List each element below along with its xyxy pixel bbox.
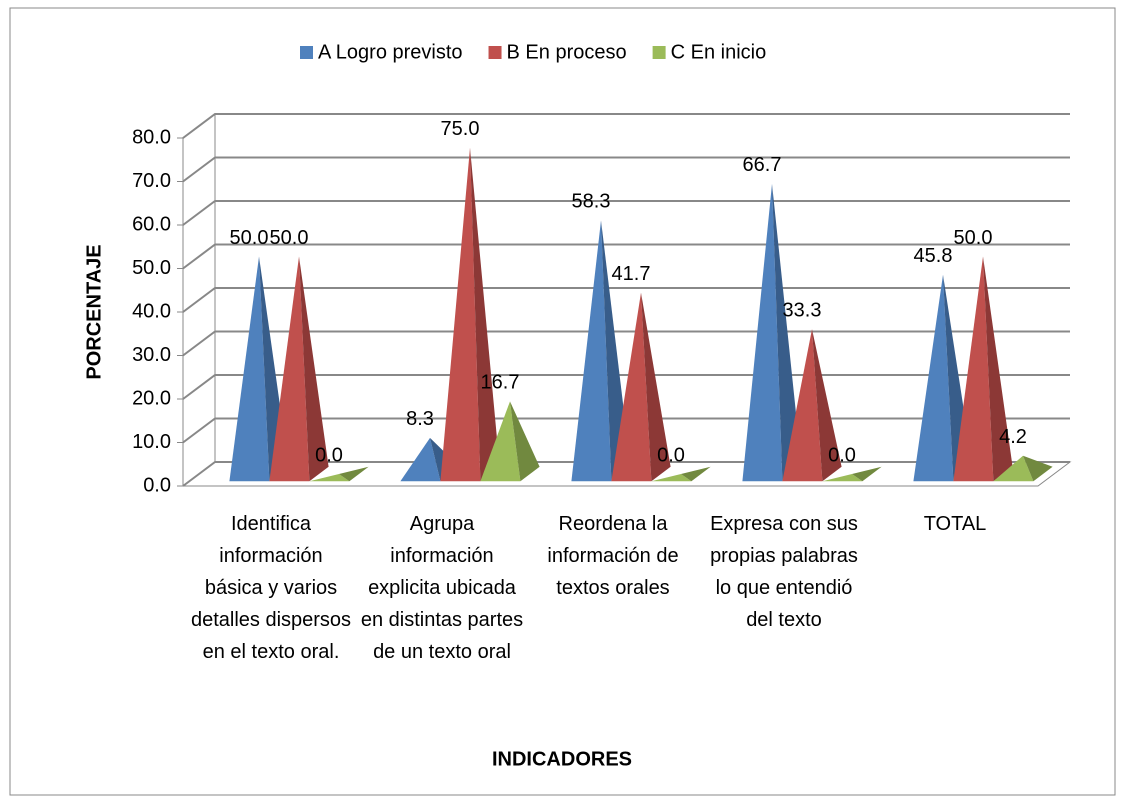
y-tick-label: 60.0 bbox=[132, 213, 171, 235]
pyramid-front bbox=[913, 274, 954, 482]
y-tick-label: 80.0 bbox=[132, 126, 171, 148]
pyramid bbox=[611, 292, 671, 482]
legend-swatch bbox=[652, 46, 666, 59]
pyramid-front bbox=[309, 474, 350, 482]
y-tick-label: 20.0 bbox=[132, 387, 171, 409]
legend-label: B En proceso bbox=[507, 41, 627, 63]
pyramid-front bbox=[440, 147, 481, 482]
pyramid-front bbox=[229, 256, 270, 482]
y-axis-title: PORCENTAJE bbox=[83, 244, 105, 379]
grid-line bbox=[182, 287, 1070, 313]
legend-swatch bbox=[300, 46, 313, 59]
grid-line bbox=[182, 113, 1070, 139]
value-label: 45.8 bbox=[914, 245, 953, 267]
pyramid bbox=[440, 147, 500, 482]
value-label: 50.0 bbox=[270, 227, 309, 249]
pyramid-front bbox=[953, 256, 994, 482]
pyramid-side bbox=[852, 466, 882, 482]
pyramid-side bbox=[641, 292, 671, 482]
pyramid bbox=[651, 466, 711, 482]
value-label: 66.7 bbox=[743, 154, 782, 176]
y-tick-label: 30.0 bbox=[132, 344, 171, 366]
x-tick-label: Reordena la información de textos orales bbox=[547, 513, 679, 599]
y-tick-label: 40.0 bbox=[132, 300, 171, 322]
y-tick-label: 70.0 bbox=[132, 170, 171, 192]
pyramid bbox=[269, 256, 329, 482]
y-tick-label: 50.0 bbox=[132, 257, 171, 279]
x-tick-label: Agrupa información explicita ubicada en … bbox=[360, 513, 524, 663]
value-label: 8.3 bbox=[406, 408, 434, 430]
x-tick-label: Identifica información básica y varios d… bbox=[190, 513, 352, 663]
legend-label: A Logro previsto bbox=[318, 41, 463, 63]
grid-line bbox=[182, 200, 1070, 226]
value-label: 16.7 bbox=[481, 372, 520, 394]
value-label: 0.0 bbox=[828, 444, 856, 466]
y-tick-label: 10.0 bbox=[132, 431, 171, 453]
legend-label: C En inicio bbox=[671, 41, 767, 63]
grid-line bbox=[182, 156, 1070, 183]
pyramid bbox=[822, 466, 882, 482]
pyramid bbox=[742, 183, 802, 482]
x-axis-title: INDICADORES bbox=[492, 748, 632, 770]
pyramid-front bbox=[782, 329, 823, 482]
pyramid-front bbox=[400, 437, 441, 482]
pyramid bbox=[782, 329, 842, 482]
pyramid-front bbox=[651, 474, 692, 482]
value-label: 50.0 bbox=[954, 227, 993, 249]
legend-swatch bbox=[488, 46, 502, 59]
value-label: 4.2 bbox=[999, 426, 1027, 448]
pyramid-side bbox=[299, 256, 329, 482]
pyramid-front bbox=[571, 220, 612, 482]
pyramid-side bbox=[772, 183, 802, 482]
value-label: 75.0 bbox=[441, 118, 480, 140]
pyramid-side bbox=[339, 466, 369, 482]
pyramid bbox=[993, 455, 1053, 482]
value-label: 33.3 bbox=[783, 299, 822, 321]
value-label: 41.7 bbox=[612, 263, 651, 285]
pyramid-side bbox=[681, 466, 711, 482]
pyramid-side bbox=[983, 256, 1013, 482]
pyramid bbox=[309, 466, 369, 482]
grid-line bbox=[182, 243, 1070, 270]
pyramid-front bbox=[480, 401, 521, 482]
pyramid-front bbox=[993, 455, 1034, 482]
pyramid bbox=[480, 401, 540, 482]
value-label: 0.0 bbox=[657, 444, 685, 466]
y-tick-label: 0.0 bbox=[143, 474, 171, 496]
pyramid-side bbox=[470, 147, 500, 482]
value-label: 58.3 bbox=[572, 191, 611, 213]
x-tick-label: Expresa con sus propias palabras lo que … bbox=[710, 513, 858, 631]
pyramid bbox=[953, 256, 1013, 482]
pyramid-side bbox=[812, 329, 842, 482]
pyramid-side bbox=[510, 401, 540, 482]
pyramid-side bbox=[1023, 455, 1053, 482]
value-label: 50.0 bbox=[230, 227, 269, 249]
value-label: 0.0 bbox=[315, 444, 343, 466]
x-tick-label: TOTAL bbox=[923, 513, 987, 535]
pyramid-front bbox=[611, 292, 652, 482]
pyramid-front bbox=[822, 474, 863, 482]
pyramid-front bbox=[742, 183, 783, 482]
pyramid-front bbox=[269, 256, 310, 482]
